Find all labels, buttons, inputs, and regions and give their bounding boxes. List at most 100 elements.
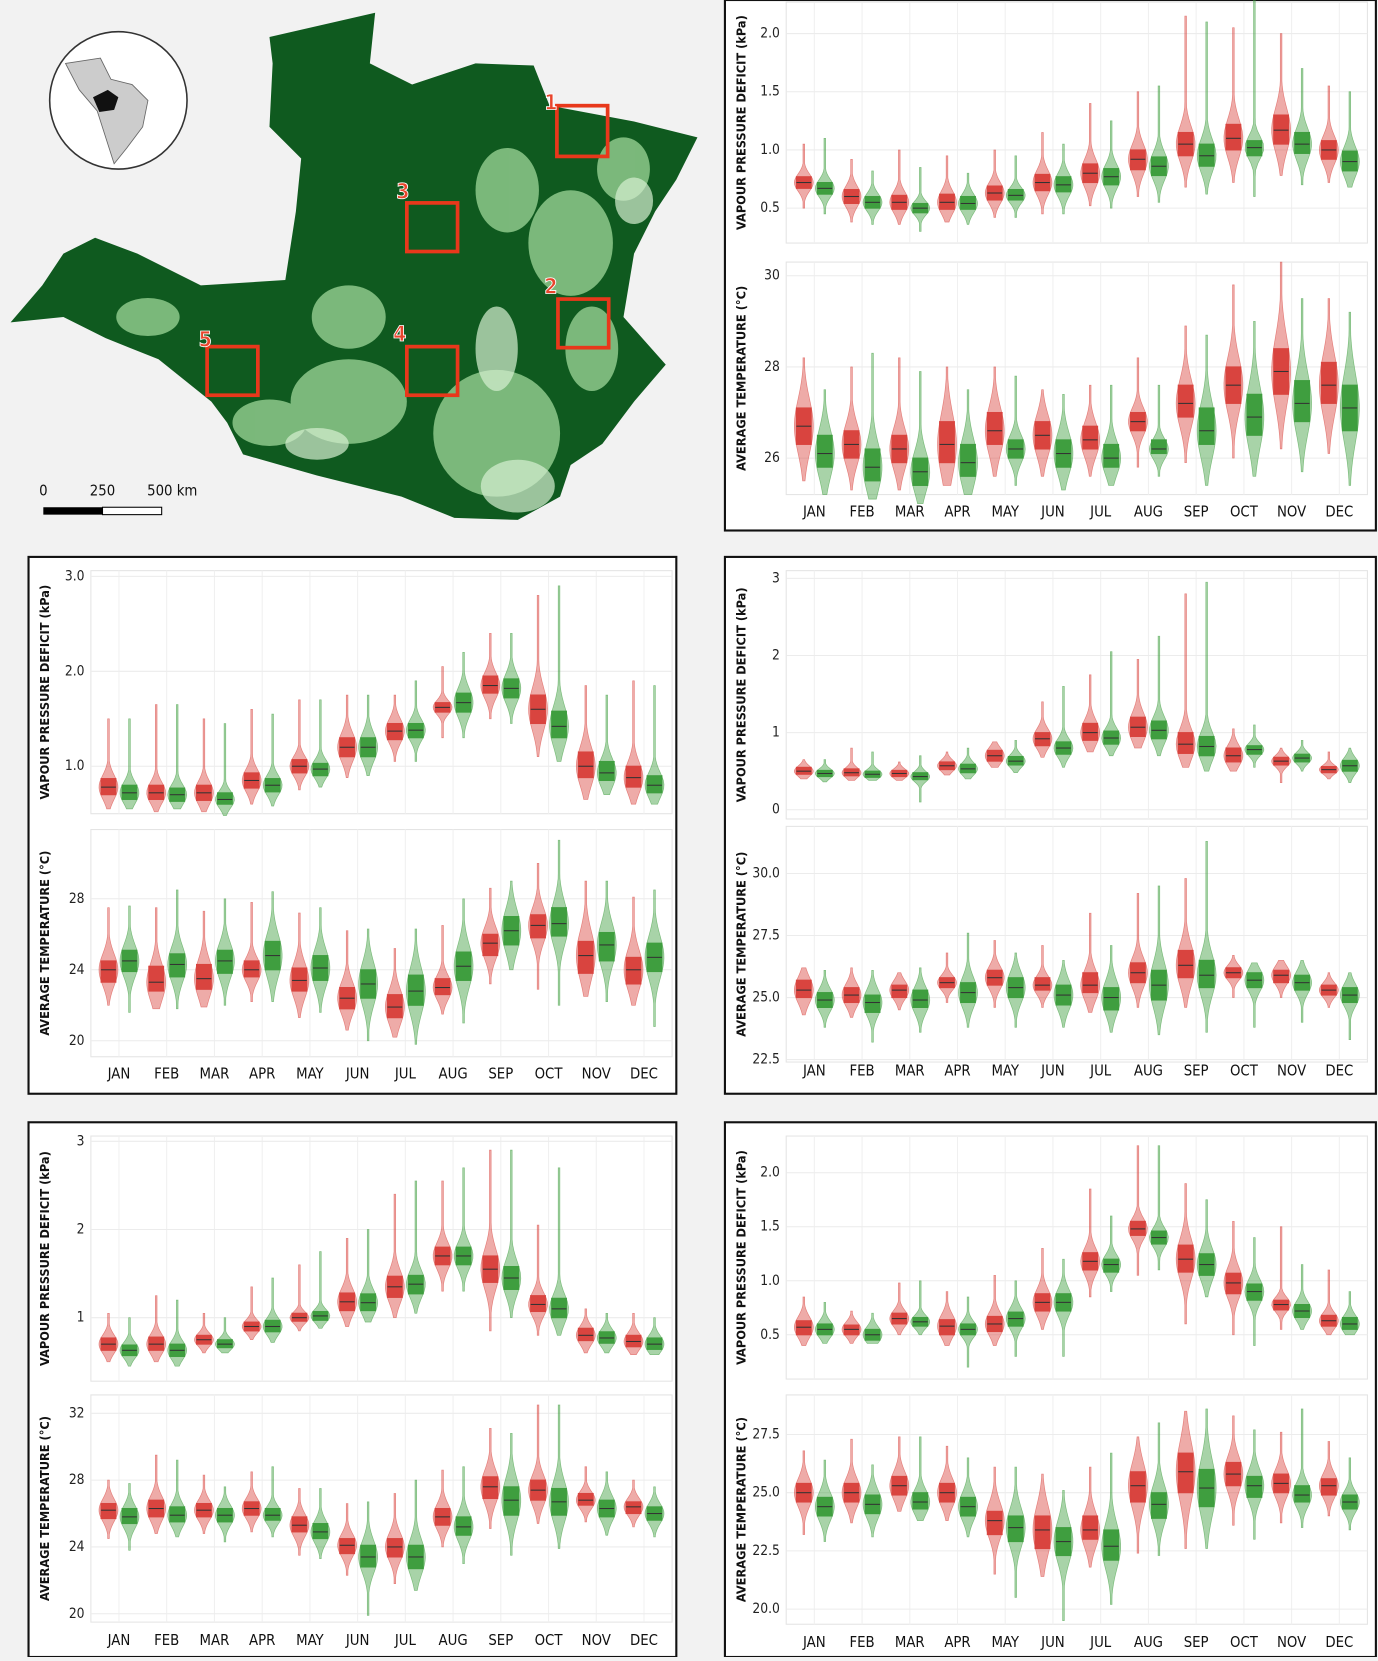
region-label: 5 bbox=[199, 326, 212, 351]
x-tick-label: MAR bbox=[200, 1632, 230, 1649]
box bbox=[578, 1328, 593, 1340]
x-tick-label: AUG bbox=[439, 1632, 468, 1649]
x-tick-label: AUG bbox=[439, 1066, 468, 1083]
y-tick-label: 1 bbox=[77, 1310, 85, 1326]
box bbox=[1247, 141, 1262, 156]
y-tick-label: 1.0 bbox=[760, 142, 780, 158]
x-tick-label: FEB bbox=[849, 1634, 874, 1651]
box bbox=[197, 964, 212, 989]
box bbox=[1083, 973, 1098, 993]
box bbox=[626, 957, 641, 984]
box bbox=[1342, 151, 1357, 171]
x-tick-label: SEP bbox=[488, 1632, 513, 1649]
figure: 1 2 3 4 5 0 250 500 km 1JANFEBMARAPRMAYJ… bbox=[0, 0, 1378, 1657]
box bbox=[1295, 381, 1310, 422]
box bbox=[1104, 1259, 1119, 1272]
scale-bar bbox=[103, 507, 162, 514]
box bbox=[865, 449, 880, 481]
x-tick-label: FEB bbox=[849, 504, 874, 521]
y-axis-label: AVERAGE TEMPERATURE (°C) bbox=[37, 851, 52, 1036]
y-tick-label: 25.0 bbox=[752, 990, 780, 1006]
box bbox=[1131, 150, 1146, 170]
x-tick-label: JUL bbox=[1089, 1634, 1112, 1651]
y-tick-label: 2 bbox=[77, 1221, 85, 1237]
y-tick-label: 22.5 bbox=[752, 1052, 779, 1068]
x-tick-label: JAN bbox=[107, 1632, 131, 1649]
box bbox=[218, 793, 233, 804]
box bbox=[1131, 1472, 1146, 1502]
x-tick-label: APR bbox=[249, 1632, 275, 1649]
box bbox=[218, 950, 233, 973]
y-tick-label: 27.5 bbox=[752, 928, 779, 944]
box bbox=[578, 941, 593, 973]
box bbox=[961, 444, 976, 476]
box bbox=[1274, 115, 1289, 144]
x-tick-label: AUG bbox=[1134, 1063, 1163, 1080]
x-tick-label: SEP bbox=[1184, 1063, 1209, 1080]
x-tick-label: NOV bbox=[582, 1632, 611, 1649]
x-tick-label: JUL bbox=[1089, 1063, 1112, 1080]
box bbox=[1008, 190, 1023, 200]
y-tick-label: 27.5 bbox=[752, 1426, 779, 1442]
box bbox=[599, 761, 614, 780]
box bbox=[1295, 132, 1310, 153]
y-tick-label: 2.0 bbox=[760, 1165, 780, 1181]
y-tick-label: 20.0 bbox=[752, 1601, 780, 1617]
x-tick-label: MAR bbox=[895, 1063, 925, 1080]
box bbox=[456, 1517, 471, 1535]
box bbox=[817, 435, 832, 467]
box bbox=[1035, 978, 1050, 990]
x-tick-label: MAY bbox=[296, 1066, 324, 1083]
x-tick-label: APR bbox=[944, 1634, 970, 1651]
box bbox=[1226, 1273, 1241, 1294]
box bbox=[387, 995, 402, 1018]
box bbox=[647, 776, 662, 793]
box bbox=[1321, 1479, 1336, 1495]
box bbox=[1083, 723, 1098, 740]
y-axis-label: AVERAGE TEMPERATURE (°C) bbox=[733, 286, 748, 471]
box bbox=[265, 1509, 280, 1521]
box bbox=[552, 1298, 567, 1317]
box bbox=[1104, 444, 1119, 467]
x-tick-label: SEP bbox=[1184, 1634, 1209, 1651]
x-tick-label: FEB bbox=[849, 1063, 874, 1080]
box bbox=[892, 985, 907, 997]
x-tick-label: NOV bbox=[582, 1066, 611, 1083]
y-axis-label: AVERAGE TEMPERATURE (°C) bbox=[733, 1417, 748, 1602]
box bbox=[504, 1487, 519, 1515]
y-tick-label: 20 bbox=[69, 1033, 85, 1049]
scale-label: 0 bbox=[39, 482, 47, 499]
box bbox=[1035, 1516, 1050, 1549]
box bbox=[940, 1320, 955, 1335]
x-tick-label: NOV bbox=[1277, 1063, 1306, 1080]
box bbox=[1199, 960, 1214, 987]
scale-label: 500 km bbox=[147, 482, 197, 499]
x-tick-label: JAN bbox=[107, 1066, 131, 1083]
x-tick-label: MAR bbox=[200, 1066, 230, 1083]
y-tick-label: 1.0 bbox=[760, 1273, 780, 1289]
y-tick-label: 32 bbox=[69, 1405, 85, 1421]
y-tick-label: 1.0 bbox=[65, 758, 85, 774]
y-tick-label: 3.0 bbox=[65, 568, 85, 584]
region-label: 1 bbox=[544, 90, 557, 115]
x-tick-label: SEP bbox=[1184, 504, 1209, 521]
box bbox=[244, 961, 259, 977]
box bbox=[1274, 1300, 1289, 1310]
box bbox=[987, 1511, 1002, 1534]
x-tick-label: MAY bbox=[991, 1634, 1019, 1651]
scale-label: 250 bbox=[90, 482, 115, 499]
y-tick-label: 2.0 bbox=[65, 663, 85, 679]
x-tick-label: JUN bbox=[345, 1066, 370, 1083]
box bbox=[913, 990, 928, 1007]
x-tick-label: MAR bbox=[895, 504, 925, 521]
x-tick-label: JUN bbox=[1040, 1634, 1065, 1651]
box bbox=[408, 975, 423, 1005]
x-tick-label: DEC bbox=[1325, 504, 1353, 521]
y-axis-label: AVERAGE TEMPERATURE (°C) bbox=[37, 1416, 52, 1601]
box bbox=[122, 1509, 137, 1524]
y-axis-label: VAPOUR PRESSURE DEFICIT (kPa) bbox=[733, 1150, 748, 1365]
region-label: 2 bbox=[544, 273, 557, 298]
y-tick-label: 1 bbox=[772, 725, 780, 741]
box bbox=[1321, 362, 1336, 403]
y-tick-label: 26 bbox=[764, 450, 780, 466]
